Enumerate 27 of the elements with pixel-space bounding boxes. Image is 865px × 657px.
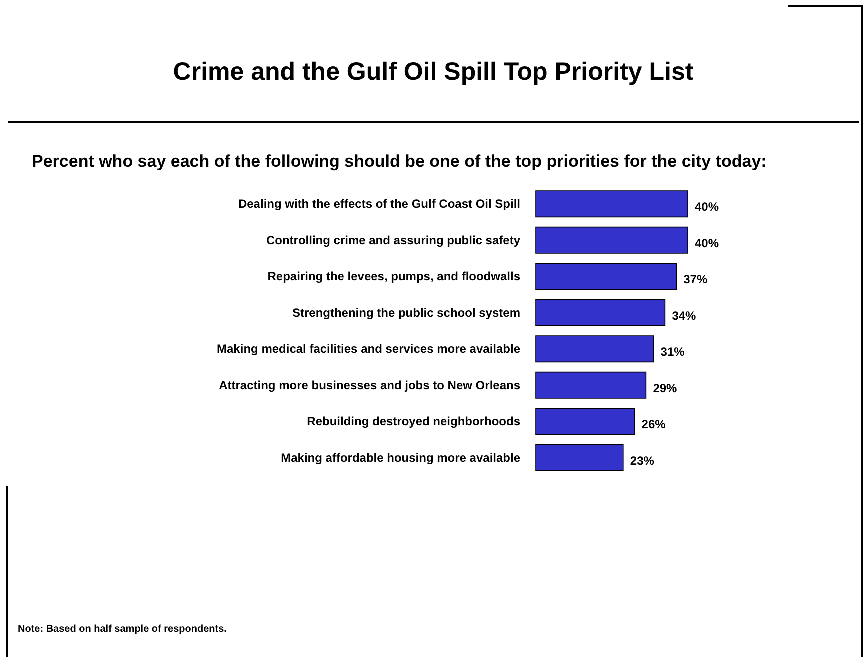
- bar: [536, 226, 688, 254]
- bar: [536, 372, 647, 399]
- data-label: 37%: [684, 272, 708, 287]
- text: Percent who say each of the following should be one of the top priorities for the city today:: [32, 151, 768, 173]
- data-label: 40%: [695, 236, 720, 250]
- data-label: 40%: [695, 200, 720, 214]
- bar: [536, 444, 624, 472]
- bar: [536, 408, 636, 436]
- data-label: 31%: [660, 345, 686, 360]
- bar: [536, 263, 677, 290]
- y-tick-label: Dealing with the effects of the Gulf Coast Oil Spill: [238, 197, 520, 212]
- chart-title: Crime and the Gulf Oil Spill Top Priority List: [172, 58, 695, 87]
- data-label: 23%: [630, 454, 655, 468]
- data-label: 29%: [653, 381, 678, 396]
- y-tick-label: Repairing the levees, pumps, and floodwalls: [268, 270, 521, 284]
- bar: [536, 190, 688, 218]
- y-tick-label: Rebuilding destroyed neighborhoods: [307, 414, 521, 429]
- data-label: 34%: [672, 308, 697, 323]
- text: Note: Based on half sample of respondents.: [18, 624, 227, 635]
- bar: [536, 299, 666, 326]
- y-tick-label: Making medical facilities and services more available: [217, 342, 521, 356]
- data-label: 26%: [642, 418, 666, 432]
- y-tick-label: Strengthening the public school system: [292, 306, 520, 320]
- y-tick-label: Making affordable housing more available: [281, 450, 521, 465]
- y-tick-label: Controlling crime and assuring public safety: [266, 233, 521, 248]
- y-tick-label: Attracting more businesses and jobs to New Orleans: [219, 378, 521, 392]
- bar: [536, 336, 654, 363]
